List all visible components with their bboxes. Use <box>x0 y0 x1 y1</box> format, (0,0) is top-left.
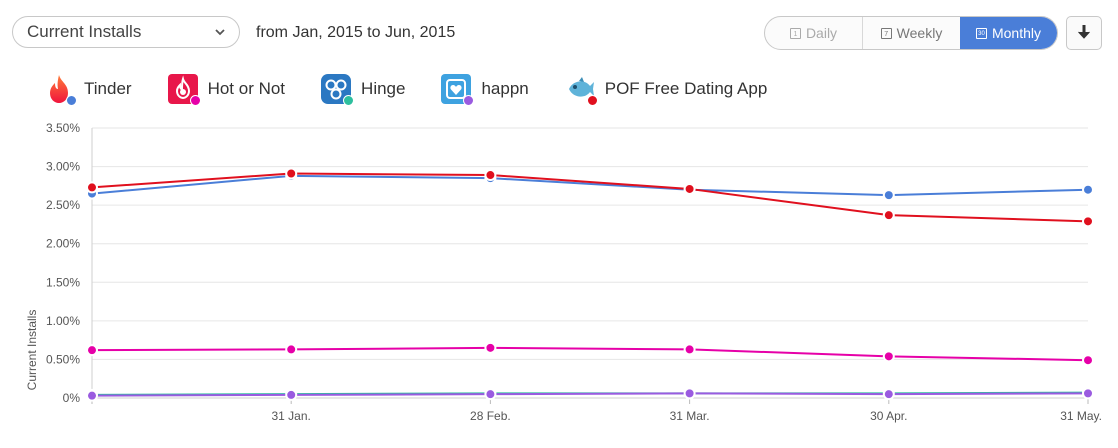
period-toggle: 1 Daily 7 Weekly 30 Monthly <box>764 16 1058 50</box>
hot-or-not-icon <box>167 74 201 106</box>
legend-item-happn[interactable]: happn <box>441 74 529 106</box>
series-line <box>91 346 1089 362</box>
y-tick-label: 1.00% <box>46 314 80 328</box>
y-tick-label: 3.50% <box>46 121 80 135</box>
calendar-icon: 7 <box>880 27 892 39</box>
data-point[interactable] <box>882 189 895 202</box>
y-tick-label: 0.50% <box>46 352 80 366</box>
download-icon <box>1078 25 1090 39</box>
series-hot-or-not <box>86 341 1094 367</box>
calendar-icon: 1 <box>789 27 801 39</box>
x-tick-label: 28 Feb. <box>470 409 511 423</box>
pof-fish-icon <box>565 74 598 106</box>
data-point[interactable] <box>683 387 696 400</box>
series-pof-free-dating-app <box>86 167 1094 228</box>
data-point[interactable] <box>1082 215 1094 228</box>
series-line <box>91 392 1089 397</box>
x-tick-label: 31 Mar. <box>670 409 710 423</box>
data-point[interactable] <box>86 181 98 194</box>
data-point[interactable] <box>285 388 298 401</box>
data-point[interactable] <box>683 343 696 356</box>
legend-color-dot <box>66 95 77 106</box>
x-tick-label: 31 Jan. <box>272 409 311 423</box>
period-monthly-label: Monthly <box>991 25 1042 41</box>
legend-label: Hot or Not <box>207 79 286 98</box>
period-weekly-label: Weekly <box>896 25 943 41</box>
period-monthly-button[interactable]: 30 Monthly <box>960 17 1057 49</box>
period-daily-button[interactable]: 1 Daily <box>765 17 862 49</box>
y-axis-ticks: 3.50% 3.00% 2.50% 2.00% 1.50% 1.00% 0.50% 0% <box>46 121 80 405</box>
date-range-label: from Jan, 2015 to Jun, 2015 <box>256 24 456 41</box>
data-point[interactable] <box>1082 354 1094 367</box>
happn-icon <box>441 74 475 106</box>
series-lines <box>86 167 1094 402</box>
y-tick-label: 1.50% <box>46 275 80 289</box>
data-point[interactable] <box>484 388 497 401</box>
data-point[interactable] <box>882 350 895 363</box>
x-tick-label: 30 Apr. <box>870 409 907 423</box>
legend-color-dot <box>189 95 201 106</box>
line-chart: 3.50% 3.00% 2.50% 2.00% 1.50% 1.00% 0.50% 0% 31… <box>25 121 1102 423</box>
y-axis-label: Current Installs <box>25 310 39 391</box>
legend-label: happn <box>481 79 529 98</box>
series-happn <box>86 387 1094 402</box>
x-axis-ticks: 31 Jan. 28 Feb. 31 Mar. 30 Apr. 31 May. <box>91 398 1102 423</box>
metric-select-value: Current Installs <box>27 22 142 41</box>
series-line <box>91 172 1089 223</box>
period-daily-label: Daily <box>805 25 838 41</box>
legend-item-pof[interactable]: POF Free Dating App <box>565 74 768 106</box>
y-tick-label: 2.00% <box>46 237 80 251</box>
legend-item-hinge[interactable]: Hinge <box>321 74 406 106</box>
legend-color-dot <box>463 95 475 106</box>
calendar-icon: 30 <box>975 27 987 39</box>
data-point[interactable] <box>1082 387 1094 400</box>
data-point[interactable] <box>882 209 895 222</box>
hinge-icon <box>321 74 355 106</box>
data-point[interactable] <box>484 169 497 182</box>
x-tick-label: 31 May. <box>1060 409 1102 423</box>
data-point[interactable] <box>484 341 497 354</box>
legend-color-dot <box>343 95 355 106</box>
chart-legend: Tinder Hot or Not Hinge <box>44 72 803 106</box>
tinder-flame-icon <box>44 74 77 106</box>
grid-lines <box>91 127 1088 399</box>
period-weekly-button[interactable]: 7 Weekly <box>862 17 960 49</box>
y-tick-label: 2.50% <box>46 198 80 212</box>
data-point[interactable] <box>683 182 696 195</box>
data-point[interactable] <box>86 389 98 402</box>
legend-item-tinder[interactable]: Tinder <box>44 74 132 106</box>
legend-label: Tinder <box>84 79 132 98</box>
download-button[interactable] <box>1066 16 1102 50</box>
y-tick-label: 0% <box>63 391 81 405</box>
legend-label: POF Free Dating App <box>604 79 768 98</box>
data-point[interactable] <box>285 343 298 356</box>
data-point[interactable] <box>882 388 895 401</box>
data-point[interactable] <box>86 344 98 357</box>
legend-item-hot-or-not[interactable]: Hot or Not <box>167 74 286 106</box>
legend-color-dot <box>586 95 598 106</box>
data-point[interactable] <box>1082 183 1094 196</box>
series-line <box>91 174 1089 197</box>
chevron-down-icon <box>215 29 225 36</box>
data-point[interactable] <box>285 167 298 180</box>
metric-select[interactable]: Current Installs <box>12 16 240 48</box>
series-tinder <box>86 169 1094 202</box>
y-tick-label: 3.00% <box>46 160 80 174</box>
legend-label: Hinge <box>361 79 406 98</box>
